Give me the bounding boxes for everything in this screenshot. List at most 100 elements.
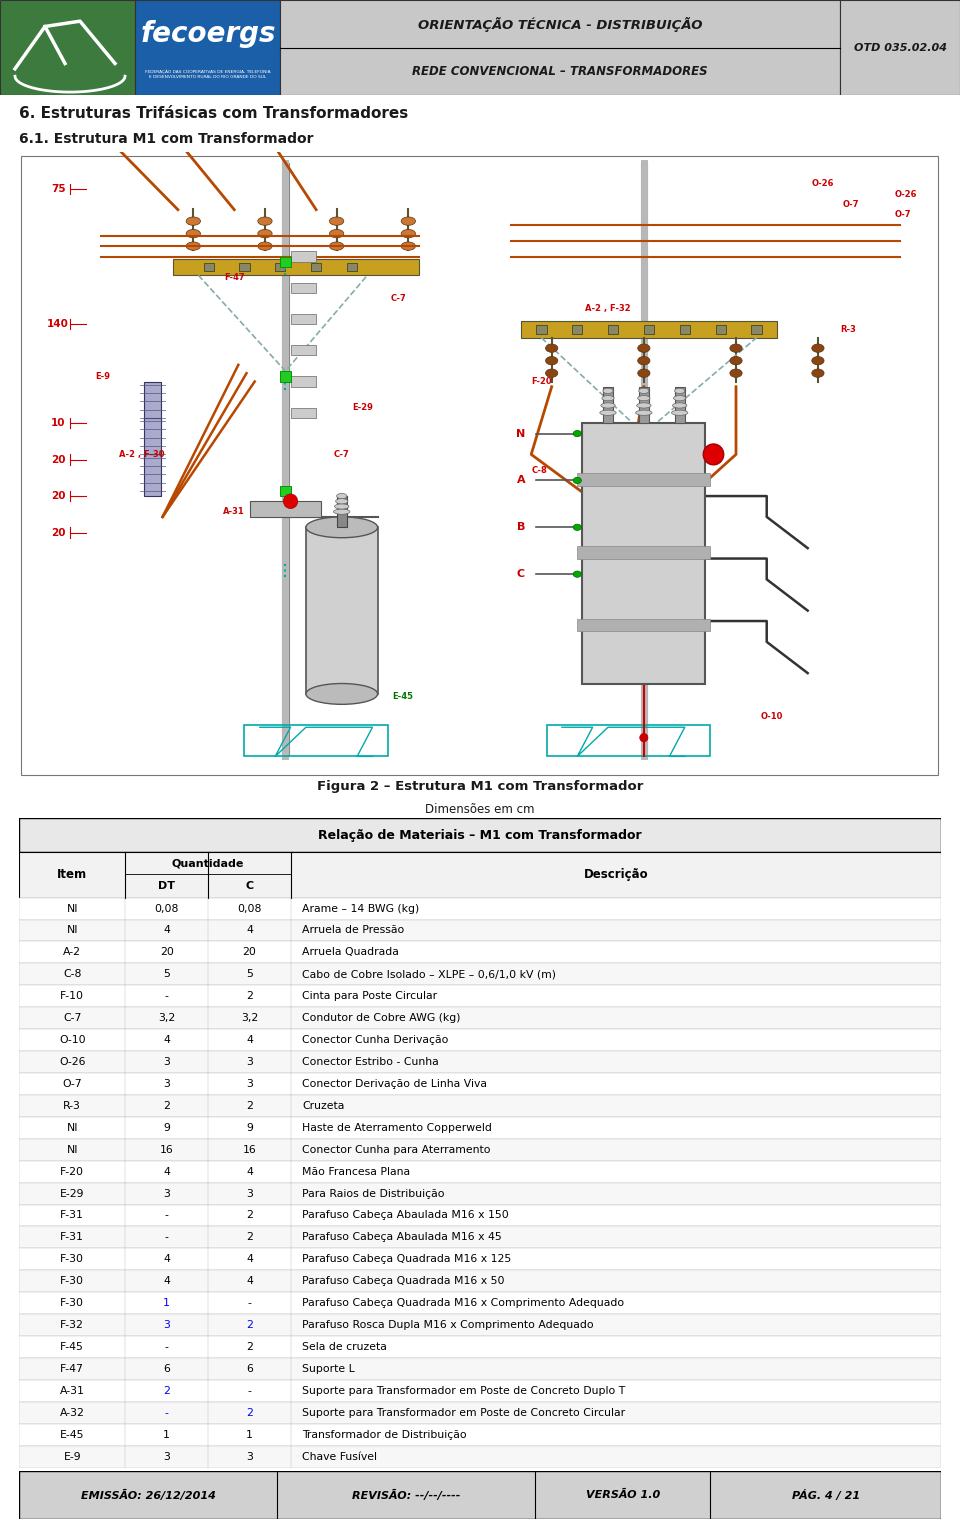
Bar	[19, 1117, 941, 1138]
Ellipse shape	[671, 410, 688, 416]
Bar	[19, 1314, 941, 1337]
Text: 16: 16	[159, 1145, 174, 1155]
Bar	[19, 1094, 941, 1117]
Text: F-30: F-30	[60, 1276, 84, 1286]
Text: N: N	[516, 428, 525, 439]
Bar	[19, 942, 941, 963]
Text: 6: 6	[246, 1364, 253, 1375]
Ellipse shape	[636, 402, 651, 408]
Text: O-10: O-10	[59, 1035, 85, 1045]
Text: E-29: E-29	[351, 402, 372, 411]
Bar	[19, 1138, 941, 1161]
Text: 6. Estruturas Trifásicas com Transformadores: 6. Estruturas Trifásicas com Transformad…	[19, 105, 408, 120]
Text: F-47: F-47	[60, 1364, 84, 1375]
Ellipse shape	[602, 396, 614, 401]
Text: 6: 6	[163, 1364, 170, 1375]
Text: F-30: F-30	[60, 1254, 84, 1265]
Bar	[204, 262, 214, 271]
Text: F-45: F-45	[60, 1343, 84, 1352]
Text: 20: 20	[51, 527, 65, 538]
Text: E-29: E-29	[60, 1189, 84, 1198]
Text: Parafuso Cabeça Quadrada M16 x 125: Parafuso Cabeça Quadrada M16 x 125	[302, 1254, 512, 1265]
Text: 3: 3	[163, 1320, 170, 1330]
Bar	[19, 1183, 941, 1204]
Text: Dimensões em cm: Dimensões em cm	[425, 803, 535, 817]
Text: 4: 4	[163, 1254, 170, 1265]
Bar	[572, 325, 583, 334]
Text: Suporte para Transformador em Poste de Concreto Duplo T: Suporte para Transformador em Poste de C…	[302, 1385, 625, 1396]
Bar	[347, 262, 357, 271]
Text: B: B	[516, 523, 525, 532]
Bar	[638, 387, 649, 424]
Text: Cinta para Poste Circular: Cinta para Poste Circular	[302, 991, 437, 1001]
Text: E-9: E-9	[63, 1452, 81, 1462]
Text: O-10: O-10	[760, 712, 783, 721]
Text: Conector Estribo - Cunha: Conector Estribo - Cunha	[302, 1058, 439, 1067]
Text: Parafuso Cabeça Quadrada M16 x 50: Parafuso Cabeça Quadrada M16 x 50	[302, 1276, 505, 1286]
Text: 4: 4	[163, 1276, 170, 1286]
Bar	[306, 527, 377, 693]
Ellipse shape	[401, 242, 416, 250]
Text: Descrição: Descrição	[584, 869, 648, 881]
Text: VERSÃO 1.0: VERSÃO 1.0	[586, 1490, 660, 1500]
Bar	[644, 325, 654, 334]
Text: 2: 2	[246, 1343, 253, 1352]
Bar	[577, 472, 710, 486]
Text: A-2 , F-30: A-2 , F-30	[119, 450, 165, 459]
Bar	[19, 1292, 941, 1314]
Text: -: -	[165, 991, 169, 1001]
Ellipse shape	[637, 369, 650, 378]
Ellipse shape	[601, 402, 615, 408]
Text: -: -	[165, 1233, 169, 1242]
Text: Sela de cruzeta: Sela de cruzeta	[302, 1343, 387, 1352]
Text: NI: NI	[66, 925, 78, 936]
Text: Figura 2 – Estrutura M1 com Transformador: Figura 2 – Estrutura M1 com Transformado…	[317, 780, 643, 794]
Bar	[144, 381, 160, 424]
Bar	[608, 325, 618, 334]
Text: Parafuso Cabeça Quadrada M16 x Comprimento Adequado: Parafuso Cabeça Quadrada M16 x Comprimen…	[302, 1298, 624, 1308]
Bar	[276, 262, 285, 271]
Text: 3,2: 3,2	[158, 1013, 176, 1023]
Text: R-3: R-3	[63, 1100, 82, 1111]
Bar	[19, 1446, 941, 1468]
Bar	[19, 1379, 941, 1402]
Text: 4: 4	[163, 925, 170, 936]
Text: FEDERAÇÃO DAS COOPERATIVAS DE ENERGIA, TELEFONIA
E DESENVOLVIMENTO RURAL DO RIO : FEDERAÇÃO DAS COOPERATIVAS DE ENERGIA, T…	[145, 70, 271, 79]
Ellipse shape	[812, 357, 824, 364]
Text: O-7: O-7	[843, 200, 859, 209]
Bar	[546, 725, 710, 756]
Text: Parafuso Cabeça Abaulada M16 x 150: Parafuso Cabeça Abaulada M16 x 150	[302, 1210, 509, 1221]
Ellipse shape	[329, 216, 344, 226]
Text: 6.1. Estrutura M1 com Transformador: 6.1. Estrutura M1 com Transformador	[19, 133, 314, 146]
Bar	[19, 1052, 941, 1073]
Text: 3: 3	[163, 1079, 170, 1090]
Bar	[577, 619, 710, 631]
Bar	[280, 256, 291, 267]
Ellipse shape	[600, 410, 616, 416]
Text: O-26: O-26	[812, 180, 834, 187]
Text: 4: 4	[163, 1167, 170, 1177]
Text: Arruela Quadrada: Arruela Quadrada	[302, 948, 399, 957]
Text: E-45: E-45	[60, 1430, 84, 1440]
Bar	[19, 986, 941, 1007]
Ellipse shape	[401, 216, 416, 226]
Bar	[19, 852, 941, 898]
Text: Relação de Materiais – M1 com Transformador: Relação de Materiais – M1 com Transforma…	[318, 829, 642, 841]
Ellipse shape	[186, 230, 201, 238]
Ellipse shape	[730, 344, 742, 352]
Text: O-7: O-7	[62, 1079, 82, 1090]
Text: REDE CONVENCIONAL – TRANSFORMADORES: REDE CONVENCIONAL – TRANSFORMADORES	[412, 66, 708, 78]
Ellipse shape	[704, 443, 724, 465]
Text: 75: 75	[51, 184, 65, 194]
Text: C-7: C-7	[390, 294, 406, 303]
Ellipse shape	[258, 216, 272, 226]
Bar	[19, 1029, 941, 1052]
Text: 1: 1	[163, 1430, 170, 1440]
Text: A-32: A-32	[60, 1408, 84, 1417]
Text: 1: 1	[163, 1298, 170, 1308]
Bar	[715, 325, 726, 334]
Bar	[19, 919, 941, 942]
Ellipse shape	[337, 494, 347, 498]
Bar	[239, 262, 250, 271]
Text: 3: 3	[163, 1452, 170, 1462]
